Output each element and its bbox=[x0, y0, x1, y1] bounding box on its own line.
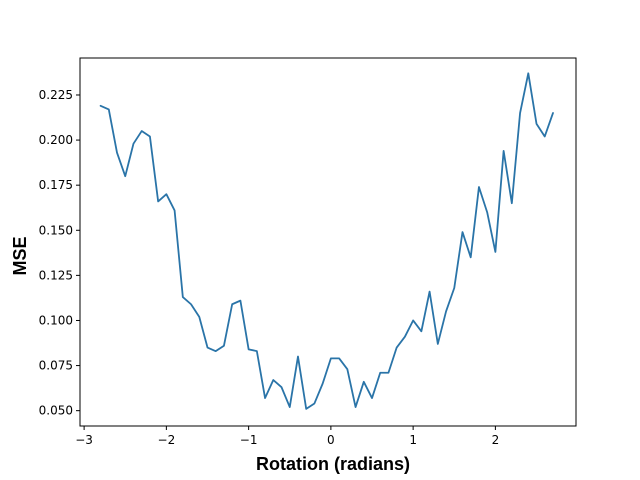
x-tick-label: −2 bbox=[158, 433, 176, 447]
x-axis-title: Rotation (radians) bbox=[256, 454, 410, 474]
x-tick-label: 0 bbox=[327, 433, 335, 447]
y-tick-label: 0.050 bbox=[39, 404, 73, 418]
y-axis-title: MSE bbox=[10, 236, 30, 275]
x-tick-label: −1 bbox=[240, 433, 258, 447]
y-tick-label: 0.100 bbox=[39, 313, 73, 327]
y-tick-label: 0.075 bbox=[39, 359, 73, 373]
axes: −3 −2 −1 0 1 2 0.050 0.075 0.100 0.125 0.150 0.175 0… bbox=[39, 57, 577, 447]
y-tick-label: 0.175 bbox=[39, 178, 73, 192]
y-tick-label: 0.225 bbox=[39, 88, 73, 102]
y-tick-label: 0.200 bbox=[39, 133, 73, 147]
plot-area bbox=[99, 72, 554, 410]
plot-frame bbox=[79, 57, 577, 427]
y-tick-label: 0.125 bbox=[39, 268, 73, 282]
x-tick-label: 2 bbox=[492, 433, 500, 447]
x-tick-label: −3 bbox=[75, 433, 93, 447]
y-tick-label: 0.150 bbox=[39, 223, 73, 237]
series-line-0 bbox=[99, 72, 554, 410]
x-tick-label: 1 bbox=[409, 433, 417, 447]
